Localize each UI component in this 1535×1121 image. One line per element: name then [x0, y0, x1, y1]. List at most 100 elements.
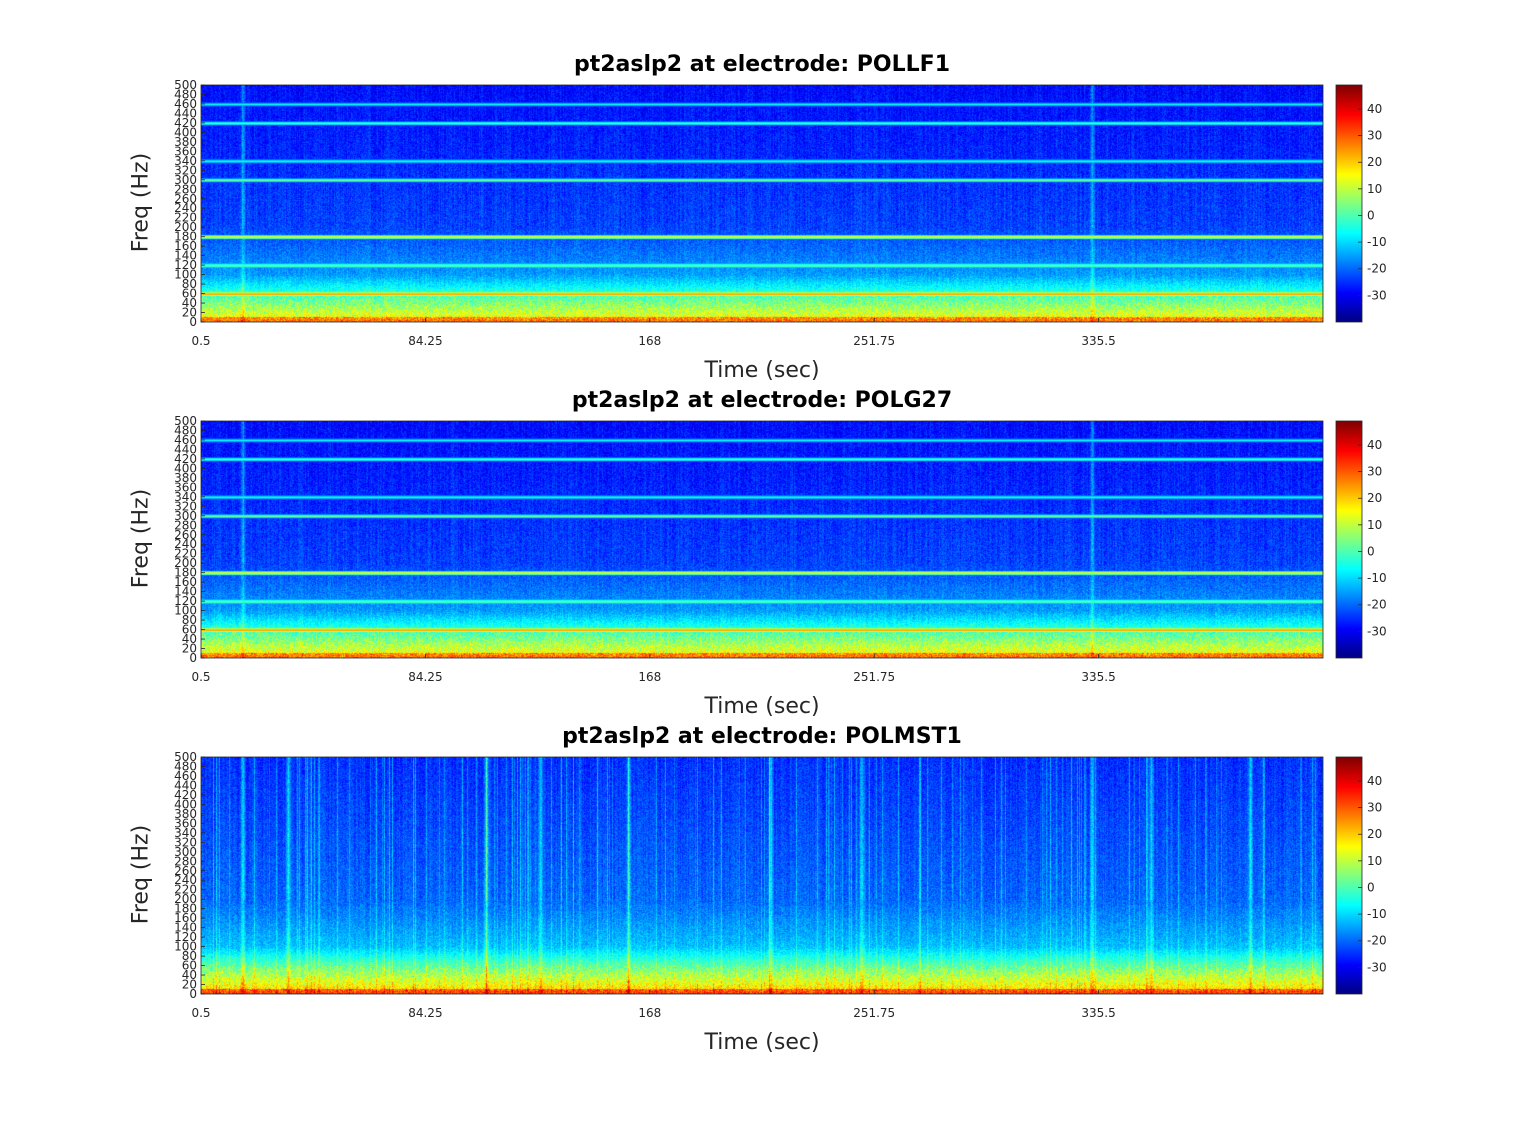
y-tick-label: 280 [174, 182, 197, 196]
colorbar-tick-label: -30 [1367, 624, 1387, 638]
y-tick-label: 20 [182, 306, 197, 320]
y-tick-label: 180 [174, 902, 197, 916]
y-tick-label: 20 [182, 978, 197, 992]
spectrogram-heatmap [201, 757, 1323, 994]
y-tick-label: 60 [182, 287, 197, 301]
y-tick-label: 40 [182, 632, 197, 646]
y-tick-label: 340 [174, 154, 197, 168]
colorbar-tick-label: -30 [1367, 288, 1387, 302]
colorbar-tick-label: 10 [1367, 518, 1382, 532]
colorbar-tick-label: -20 [1367, 262, 1387, 276]
y-tick-label: 360 [174, 816, 197, 830]
y-tick-label: 340 [174, 826, 197, 840]
y-tick-label: 80 [182, 949, 197, 963]
y-tick-label: 380 [174, 807, 197, 821]
colorbar [1336, 757, 1362, 994]
chart-title: pt2aslp2 at electrode: POLG27 [571, 388, 953, 413]
y-tick-label: 280 [174, 518, 197, 532]
y-tick-label: 120 [174, 594, 197, 608]
y-tick-label: 380 [174, 471, 197, 485]
y-tick-label: 420 [174, 452, 197, 466]
colorbar-tick-label: 0 [1367, 880, 1375, 894]
colorbar-tick-label: 20 [1367, 491, 1382, 505]
colorbar-frame [1335, 420, 1363, 659]
colorbar-tick-label: -20 [1367, 598, 1387, 612]
colorbar [1336, 85, 1362, 322]
y-tick-label: 40 [182, 968, 197, 982]
y-tick-label: 160 [174, 575, 197, 589]
colorbar-tick-label: -20 [1367, 934, 1387, 948]
y-tick-label: 40 [182, 296, 197, 310]
x-tick-label: 84.25 [408, 1006, 442, 1020]
y-tick-label: 80 [182, 277, 197, 291]
x-tick-label: 168 [638, 1006, 661, 1020]
colorbar-tick-label: 40 [1367, 102, 1382, 116]
y-tick-label: 420 [174, 116, 197, 130]
y-tick-label: 440 [174, 778, 197, 792]
x-tick-label: 84.25 [408, 670, 442, 684]
y-tick-label: 120 [174, 258, 197, 272]
axes: 0204060801001201401601802002202402602803… [174, 414, 1324, 684]
y-tick-label: 300 [174, 509, 197, 523]
x-tick-label: 335.5 [1081, 334, 1115, 348]
y-tick-label: 340 [174, 490, 197, 504]
y-tick-label: 480 [174, 423, 197, 437]
y-tick-label: 100 [174, 940, 197, 954]
y-tick-label: 460 [174, 433, 197, 447]
y-tick-label: 360 [174, 144, 197, 158]
axes: 0204060801001201401601802002202402602803… [174, 78, 1324, 348]
y-tick-label: 480 [174, 759, 197, 773]
y-tick-label: 320 [174, 163, 197, 177]
y-tick-label: 420 [174, 788, 197, 802]
y-tick-label: 220 [174, 883, 197, 897]
axes-frame [200, 84, 1324, 323]
y-tick-label: 60 [182, 959, 197, 973]
x-tick-label: 168 [638, 670, 661, 684]
y-tick-label: 120 [174, 930, 197, 944]
y-tick-label: 400 [174, 125, 197, 139]
y-tick-label: 260 [174, 864, 197, 878]
y-tick-label: 300 [174, 845, 197, 859]
x-tick-label: 335.5 [1081, 670, 1115, 684]
colorbar-tick-label: 40 [1367, 438, 1382, 452]
colorbar-tick-label: 10 [1367, 182, 1382, 196]
y-tick-label: 280 [174, 854, 197, 868]
y-tick-label: 500 [174, 750, 197, 764]
y-tick-label: 360 [174, 480, 197, 494]
axes: 0204060801001201401601802002202402602803… [174, 750, 1324, 1020]
y-tick-label: 60 [182, 623, 197, 637]
spectrogram-heatmap [201, 85, 1323, 322]
colorbar-tick-label: 20 [1367, 155, 1382, 169]
y-tick-label: 300 [174, 173, 197, 187]
colorbar-frame [1335, 756, 1363, 995]
x-tick-label: 251.75 [853, 670, 895, 684]
axes-frame [200, 420, 1324, 659]
colorbar-tick-label: 0 [1367, 544, 1375, 558]
x-tick-label: 0.5 [191, 334, 210, 348]
colorbar [1336, 421, 1362, 658]
colorbar-tick-label: -10 [1367, 907, 1387, 921]
x-tick-label: 335.5 [1081, 1006, 1115, 1020]
y-tick-label: 440 [174, 106, 197, 120]
colorbar-tick-label: 40 [1367, 774, 1382, 788]
y-tick-label: 440 [174, 442, 197, 456]
y-tick-label: 320 [174, 499, 197, 513]
y-tick-label: 200 [174, 556, 197, 570]
colorbar-tick-label: 0 [1367, 208, 1375, 222]
y-tick-label: 460 [174, 97, 197, 111]
x-tick-label: 251.75 [853, 1006, 895, 1020]
y-tick-label: 0 [189, 315, 197, 329]
chart-title: pt2aslp2 at electrode: POLLF1 [573, 52, 951, 77]
y-tick-label: 200 [174, 220, 197, 234]
colorbar-axis: -30 -20 -10 0 10 20 30 40 [1335, 756, 1387, 995]
colorbar-frame [1335, 84, 1363, 323]
y-tick-label: 80 [182, 613, 197, 627]
y-tick-label: 240 [174, 873, 197, 887]
y-tick-label: 320 [174, 835, 197, 849]
y-tick-label: 0 [189, 987, 197, 1001]
chart-title: pt2aslp2 at electrode: POLMST1 [562, 724, 962, 749]
y-tick-label: 220 [174, 547, 197, 561]
x-tick-label: 84.25 [408, 334, 442, 348]
colorbar-axis: -30 -20 -10 0 10 20 30 40 [1335, 420, 1387, 659]
y-tick-label: 400 [174, 797, 197, 811]
